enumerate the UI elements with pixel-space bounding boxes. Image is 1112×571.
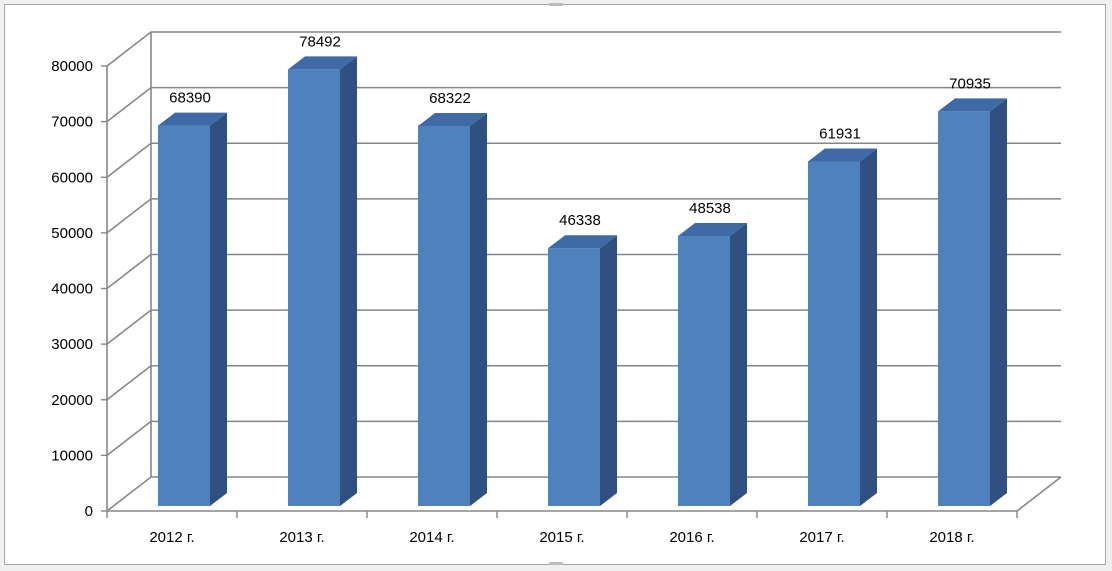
y-tick-label: 70000 xyxy=(51,114,93,131)
bar-side xyxy=(860,148,877,506)
bar-front xyxy=(288,69,340,507)
x-category-label: 2018 г. xyxy=(929,529,974,546)
resize-handle-bottom[interactable] xyxy=(549,562,563,565)
x-category-label: 2013 г. xyxy=(279,529,324,546)
gridline xyxy=(106,142,1061,178)
bar xyxy=(158,112,227,506)
bar xyxy=(938,98,1007,506)
bar-front xyxy=(808,161,860,506)
bar-side xyxy=(470,112,487,507)
bar xyxy=(808,148,877,506)
resize-handle-top[interactable] xyxy=(549,3,563,6)
x-category-label: 2016 г. xyxy=(669,529,714,546)
gridline xyxy=(106,31,1061,67)
data-label: 46338 xyxy=(559,212,601,229)
bars xyxy=(158,56,1007,507)
bar-top xyxy=(548,235,617,249)
bar-side xyxy=(340,56,357,507)
y-tick-label: 20000 xyxy=(51,392,93,409)
gridlines xyxy=(106,31,1061,512)
y-tick-label: 10000 xyxy=(51,447,93,464)
y-tick-label: 80000 xyxy=(51,58,93,75)
data-label: 68322 xyxy=(429,90,471,107)
bar-chart: 0 10000 20000 30000 40000 50000 60000 70000 8000… xyxy=(51,31,1062,546)
bar-side xyxy=(600,235,617,506)
bar-front xyxy=(548,248,600,506)
bar-side xyxy=(210,112,227,506)
bar xyxy=(418,112,487,507)
bar-top xyxy=(418,112,487,126)
bar-side xyxy=(730,223,747,506)
bar xyxy=(288,56,357,507)
x-category-label: 2015 г. xyxy=(539,529,584,546)
bar-front xyxy=(678,236,730,506)
data-label: 78492 xyxy=(299,33,341,50)
bar-top xyxy=(678,223,747,237)
x-category-label: 2012 г. xyxy=(149,529,194,546)
data-label: 48538 xyxy=(689,200,731,217)
data-label: 68390 xyxy=(169,90,211,107)
chart-area[interactable]: 0 10000 20000 30000 40000 50000 60000 70000 8000… xyxy=(4,3,1106,565)
y-tick-label: 0 xyxy=(85,503,93,520)
bar-front xyxy=(158,125,210,506)
bar-top xyxy=(938,98,1007,112)
labels: 0 10000 20000 30000 40000 50000 60000 70000 8000… xyxy=(51,33,991,546)
axes xyxy=(101,65,1062,518)
bar-front xyxy=(938,111,990,506)
bar-top xyxy=(158,112,227,126)
y-tick-label: 60000 xyxy=(51,169,93,186)
y-tick-label: 50000 xyxy=(51,225,93,242)
floor-right-edge xyxy=(1016,476,1062,512)
bar-side xyxy=(990,98,1007,506)
bar xyxy=(678,223,747,506)
x-category-label: 2017 г. xyxy=(799,529,844,546)
y-tick-label: 40000 xyxy=(51,281,93,298)
bar xyxy=(548,235,617,506)
bar-front xyxy=(418,125,470,507)
data-label: 61931 xyxy=(819,126,861,143)
bar-top xyxy=(288,56,357,70)
x-category-label: 2014 г. xyxy=(409,529,454,546)
y-tick-label: 30000 xyxy=(51,336,93,353)
data-label: 70935 xyxy=(949,75,991,92)
gridline xyxy=(106,86,1061,123)
bar-top xyxy=(808,148,877,162)
